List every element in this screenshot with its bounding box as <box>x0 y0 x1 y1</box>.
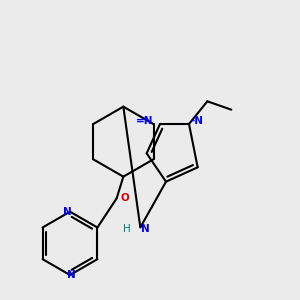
Text: -N: -N <box>191 116 204 126</box>
Text: =N: =N <box>136 116 153 126</box>
Text: N: N <box>67 270 76 280</box>
Text: O: O <box>120 193 129 203</box>
Text: H: H <box>123 224 131 234</box>
Text: N: N <box>141 224 150 234</box>
Text: N: N <box>63 207 72 217</box>
